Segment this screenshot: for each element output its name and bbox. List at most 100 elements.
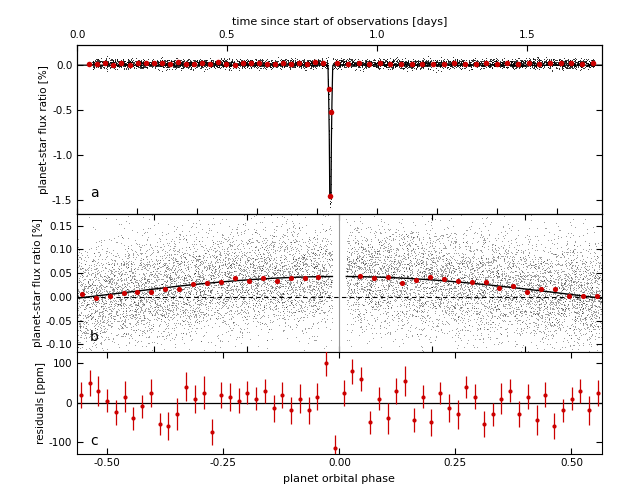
Point — [252, 276, 262, 284]
Point — [536, 254, 545, 262]
Point — [108, 285, 118, 293]
Point — [125, 294, 135, 302]
Point — [262, 279, 272, 287]
Point — [518, 307, 528, 315]
Point — [278, 271, 288, 279]
Point — [455, 285, 465, 293]
Point — [234, 57, 244, 66]
Point — [247, 305, 257, 313]
Point — [563, 338, 573, 346]
Point — [138, 300, 148, 308]
Point — [511, 250, 521, 258]
Point — [402, 57, 412, 66]
Point — [253, 61, 263, 70]
Point — [497, 61, 507, 69]
Point — [109, 287, 118, 295]
Point — [217, 59, 226, 67]
Point — [581, 294, 590, 302]
Point — [109, 61, 118, 69]
Point — [89, 332, 99, 340]
Point — [460, 326, 470, 334]
Point — [439, 275, 449, 283]
Point — [354, 58, 363, 66]
Point — [470, 56, 480, 64]
Point — [569, 267, 579, 275]
Point — [439, 291, 449, 299]
Point — [144, 320, 154, 328]
Point — [215, 251, 225, 260]
Point — [526, 211, 536, 219]
Point — [143, 60, 153, 69]
Point — [557, 281, 566, 289]
Point — [516, 59, 526, 67]
Point — [197, 258, 207, 266]
Point — [576, 59, 586, 67]
Point — [180, 58, 190, 67]
Point — [549, 266, 558, 274]
Point — [97, 349, 107, 357]
Point — [525, 56, 535, 64]
Point — [479, 325, 489, 333]
Point — [296, 64, 305, 72]
Point — [537, 60, 547, 69]
Point — [563, 244, 573, 252]
Point — [490, 286, 500, 294]
Point — [213, 258, 223, 266]
Point — [117, 259, 126, 267]
Point — [471, 276, 481, 284]
Point — [321, 58, 331, 66]
Point — [555, 61, 565, 70]
Point — [586, 356, 595, 364]
Point — [484, 226, 494, 234]
Point — [353, 262, 363, 270]
Point — [546, 313, 556, 322]
Point — [215, 297, 225, 305]
Point — [315, 248, 325, 256]
Point — [487, 282, 497, 290]
Point — [206, 274, 216, 282]
Point — [230, 277, 239, 285]
Point — [351, 256, 361, 264]
Point — [463, 297, 473, 305]
Point — [444, 65, 454, 73]
Point — [220, 235, 230, 243]
Point — [405, 276, 415, 284]
Point — [519, 61, 529, 69]
Point — [366, 279, 376, 287]
Point — [549, 320, 558, 328]
Point — [119, 60, 129, 69]
Point — [561, 64, 571, 72]
Point — [307, 58, 317, 66]
Point — [161, 59, 171, 67]
Point — [365, 290, 375, 298]
Point — [302, 283, 312, 291]
Point — [138, 310, 148, 319]
Point — [241, 58, 251, 67]
Point — [101, 214, 110, 222]
Point — [552, 295, 561, 303]
Point — [436, 58, 445, 67]
Point — [219, 58, 229, 66]
Point — [256, 276, 266, 284]
Point — [305, 59, 315, 68]
Point — [448, 58, 458, 66]
Point — [511, 247, 521, 256]
Point — [376, 318, 386, 326]
Point — [288, 227, 298, 235]
Point — [263, 298, 273, 306]
Point — [569, 280, 579, 288]
Point — [208, 240, 218, 248]
Point — [183, 270, 193, 278]
Point — [463, 279, 473, 287]
Point — [537, 289, 547, 297]
Point — [452, 56, 462, 64]
Point — [584, 334, 594, 342]
Point — [92, 56, 102, 65]
Point — [223, 59, 233, 67]
Point — [507, 268, 517, 276]
Point — [492, 288, 502, 296]
Point — [307, 56, 317, 64]
Point — [428, 237, 438, 245]
Point — [204, 59, 214, 67]
Point — [365, 60, 375, 68]
